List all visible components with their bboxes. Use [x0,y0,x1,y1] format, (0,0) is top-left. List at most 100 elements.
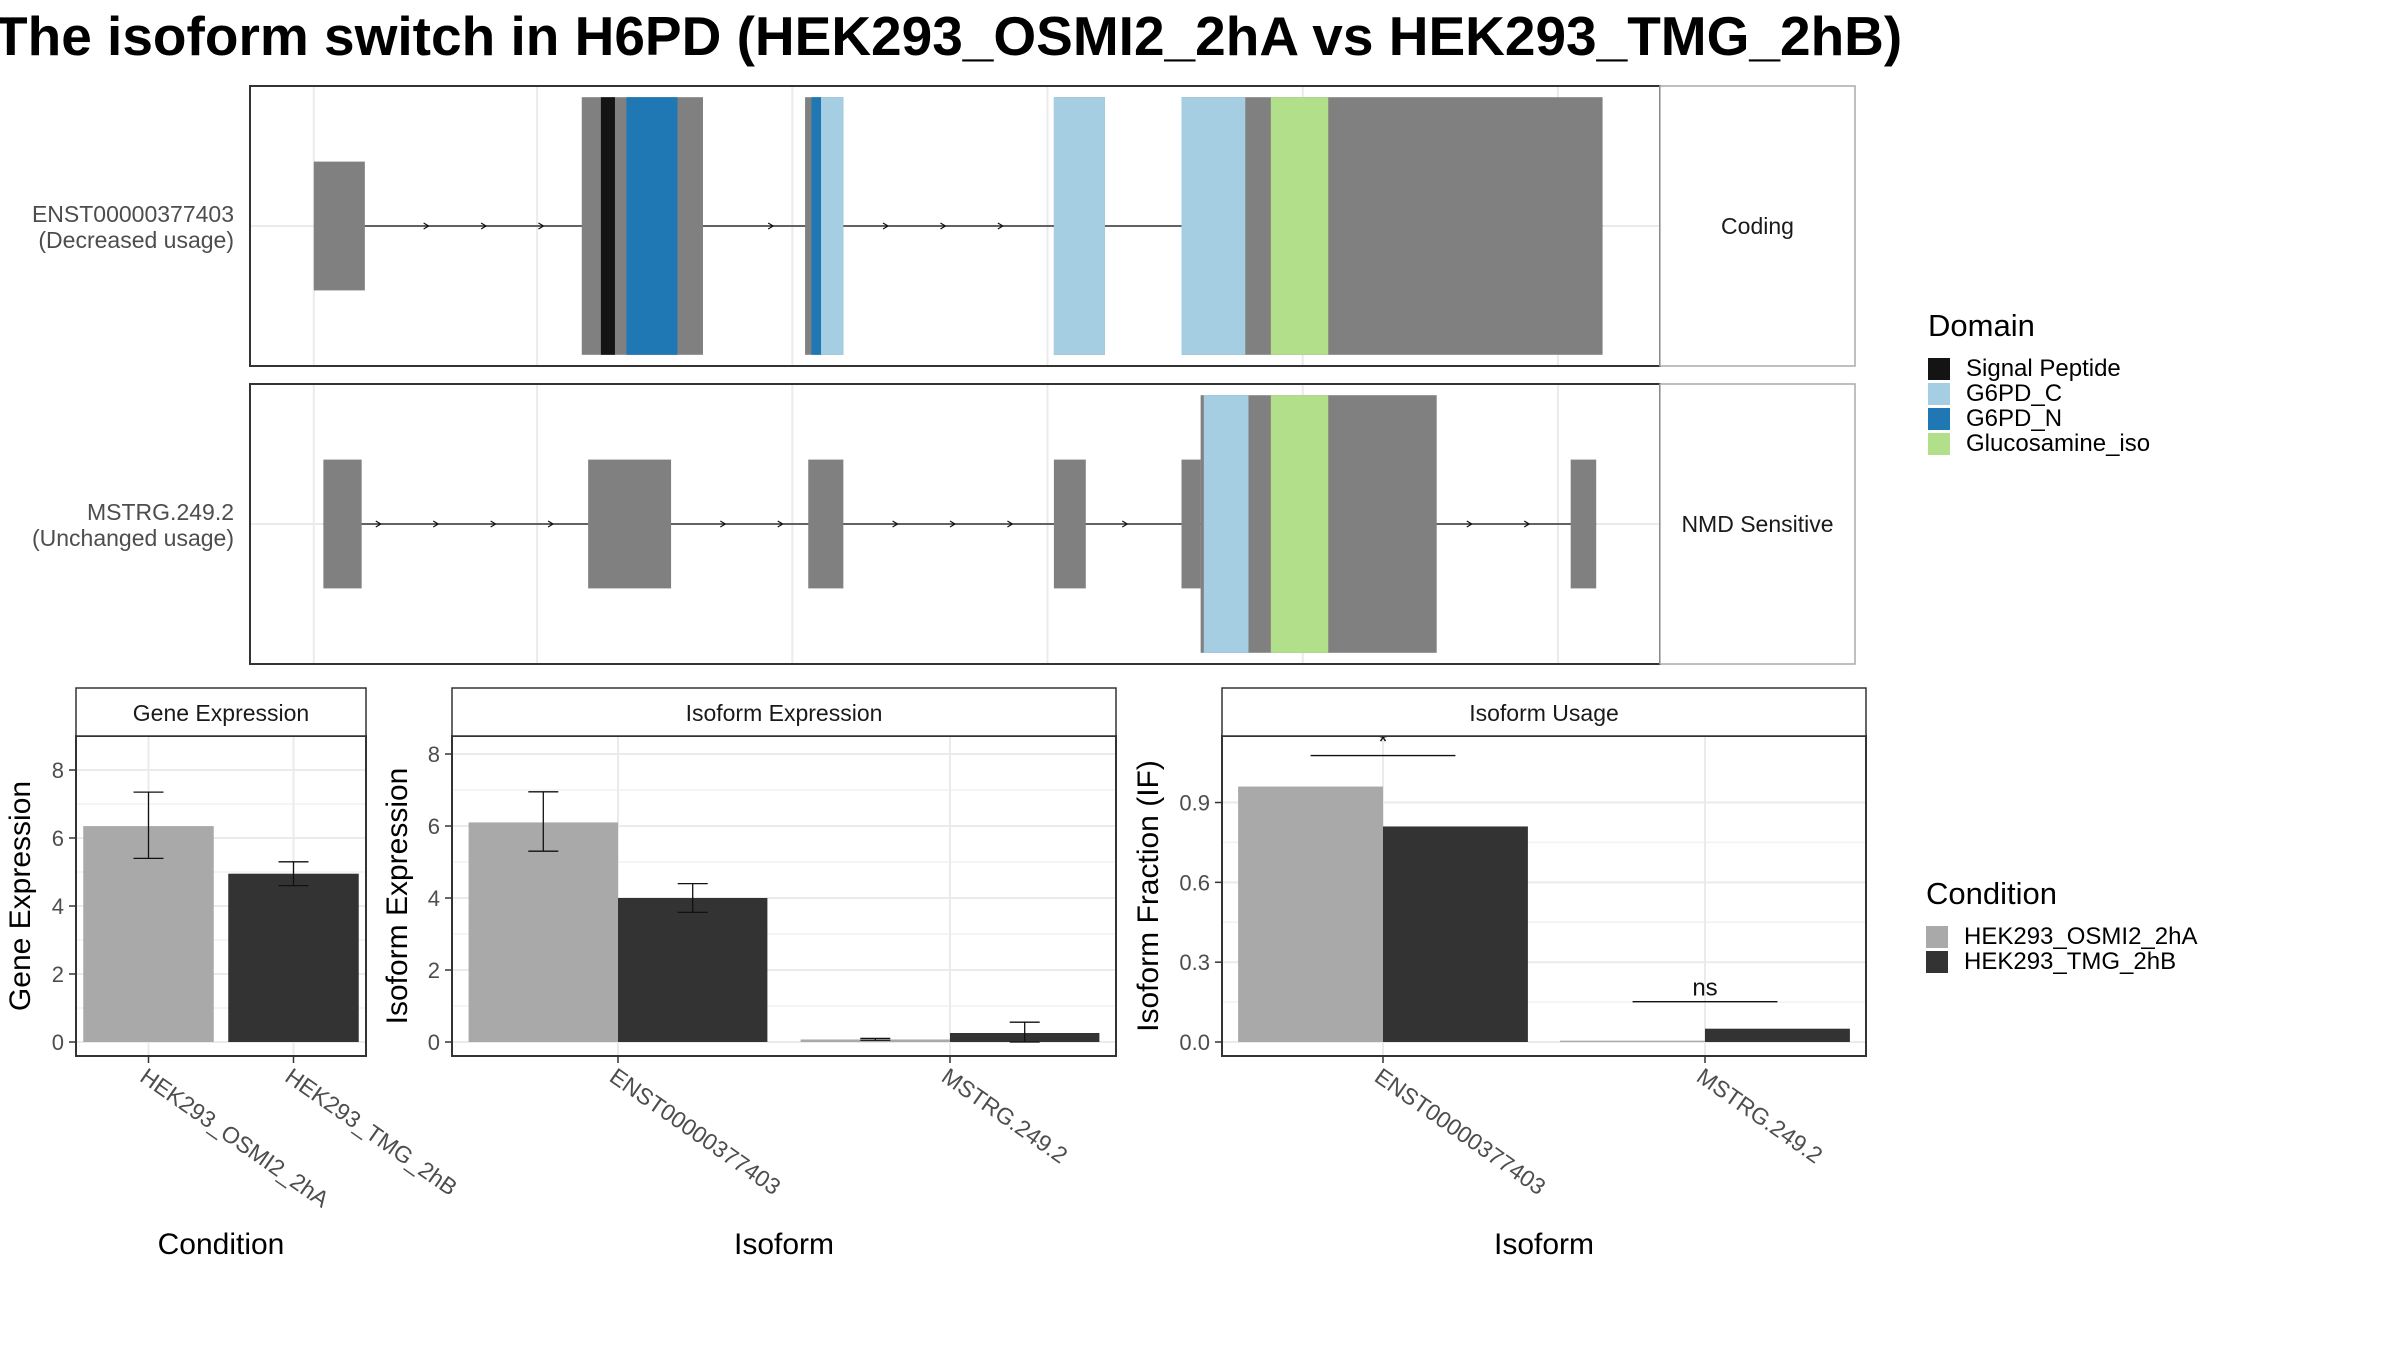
significance-label: * [1378,729,1387,756]
legend-label: HEK293_OSMI2_2hA [1964,923,2197,950]
arrow-icon [375,520,382,528]
legend-label: G6PD_C [1966,380,2062,407]
strip-box [1659,383,1856,665]
legend-key [1928,358,1950,380]
strip-box [1659,85,1856,367]
x-tick-label: ENST00000377403 [1370,1063,1550,1200]
domain-segment [1270,97,1329,355]
x-tick-label: MSTRG.249.2 [937,1063,1072,1169]
arrow-icon [1523,520,1531,528]
coding-exon [1181,97,1603,355]
x-tick-label: MSTRG.249.2 [1692,1063,1827,1169]
y-tick-label: 4 [52,894,64,919]
legend-key [1928,408,1950,430]
y-tick-label: 0.3 [1179,950,1210,975]
arrow-icon [547,520,555,528]
bar-panel-2: 0.0 0.3 0.6 0.9 * ns Isoform Usage ENST00000377… [1132,687,1867,1261]
y-tick-label: 0.0 [1179,1030,1210,1055]
domain-segment [1270,395,1329,653]
y-tick-label: 0.6 [1179,870,1210,895]
y-tick-label: 6 [428,814,440,839]
legend-key [1928,383,1950,405]
legend-key [1926,926,1948,948]
legend-title: Condition [1926,876,2057,911]
utr-exon [808,459,844,589]
panel-title: Isoform Expression [686,700,883,726]
strip-box [75,687,367,737]
bar [618,898,768,1042]
legend-label: HEK293_TMG_2hB [1964,948,2176,975]
x-axis-title: Isoform [1494,1228,1594,1261]
panel-title: Gene Expression [133,700,309,726]
arrow-icon [882,222,890,230]
transcript-label: MSTRG.249.2 [87,499,234,525]
y-tick-label: 0.9 [1179,791,1210,816]
utr-exon [323,459,362,589]
arrow-icon [480,222,488,230]
arrow-icon [1007,520,1014,528]
arrow-icon [538,222,545,230]
arrow-icon [767,222,775,230]
legend-label: G6PD_N [1966,405,2062,432]
transcript-panel-1: NMD Sensitive MSTRG.249.2(Unchanged usage… [32,383,1856,665]
strip-label: NMD Sensitive [1681,511,1833,537]
arrow-icon [720,520,727,528]
strip-label: Coding [1721,213,1794,239]
arrow-icon [1466,520,1473,528]
domain-segment [1203,395,1249,653]
y-axis-title: Isoform Expression [381,768,414,1025]
arrow-icon [940,222,947,230]
domain-segment [811,97,822,355]
x-tick-label: ENST00000377403 [605,1063,785,1200]
significance-label: ns [1692,975,1717,1002]
domain-segment [626,97,678,355]
y-tick-label: 2 [428,958,440,983]
y-axis-title: Gene Expression [4,781,37,1011]
y-tick-label: 0 [428,1030,440,1055]
legend-label: Signal Peptide [1966,355,2121,382]
strip-box [1221,687,1867,737]
transcript-panel-0: Coding ENST00000377403(Decreased usage) [32,85,1856,367]
figure-title: The isoform switch in H6PD (HEK293_OSMI2… [0,5,1902,67]
bar [468,822,618,1042]
strip-box [451,687,1117,737]
y-tick-label: 8 [428,742,440,767]
domain-segment [821,97,844,355]
y-tick-label: 0 [52,1030,64,1055]
arrow-icon [432,520,440,528]
arrow-icon [423,222,430,230]
bar [228,873,359,1042]
arrow-icon [490,520,497,528]
utr-exon [1570,459,1597,589]
domain-segment [600,97,615,355]
bar-panel-1: 0 2 4 6 8 Isoform Expression ENST00000377403 MS… [381,687,1117,1261]
y-axis-title: Isoform Fraction (IF) [1132,760,1165,1032]
transcript-panels: Coding ENST00000377403(Decreased usage) NM… [32,85,1856,665]
bar [1238,786,1383,1042]
arrow-icon [1121,520,1129,528]
utr-exon [1181,459,1201,589]
bar [83,826,214,1042]
y-tick-label: 4 [428,886,440,911]
legends: Domain Signal PeptideG6PD_CG6PD_NGlucosam… [1926,308,2197,975]
y-tick-label: 2 [52,962,64,987]
legend-label: Glucosamine_iso [1966,430,2150,457]
y-tick-label: 6 [52,826,64,851]
legend-key [1928,433,1950,455]
panel-title: Isoform Usage [1469,700,1619,726]
y-tick-label: 8 [52,758,64,783]
utr-exon [1053,459,1086,589]
bar [1560,1040,1705,1042]
arrow-icon [777,520,784,528]
arrow-icon [949,520,957,528]
domain-segment [1053,97,1105,355]
x-axis-title: Isoform [734,1228,834,1261]
utr-exon [313,161,365,291]
transcript-label: ENST00000377403 [32,201,234,227]
transcript-usage-label: (Unchanged usage) [32,525,234,551]
arrow-icon [892,520,899,528]
utr-exon [588,459,672,589]
x-axis-title: Condition [158,1228,285,1261]
